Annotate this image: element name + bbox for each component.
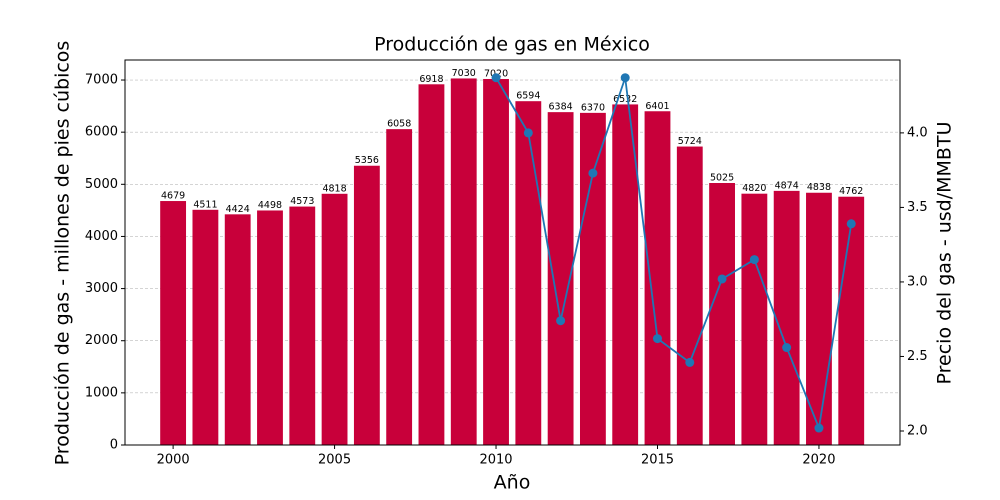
bar-value-label: 6532	[613, 94, 637, 105]
bar	[418, 84, 445, 446]
bar	[192, 209, 219, 445]
bar	[612, 104, 639, 445]
bar	[483, 78, 509, 445]
bar-value-label: 7030	[452, 68, 476, 79]
price-marker	[717, 274, 727, 284]
bar-value-label: 4498	[258, 200, 282, 211]
price-marker	[491, 73, 501, 83]
y2-tick-label: 2.0	[907, 423, 928, 438]
bar	[676, 146, 703, 445]
bar	[644, 111, 671, 445]
bar	[741, 193, 768, 445]
bar-value-label: 4762	[839, 186, 863, 197]
price-marker	[588, 168, 598, 178]
plot-frame	[124, 59, 901, 446]
price-marker	[523, 128, 533, 138]
chart-title: Producción de gas en México	[374, 34, 650, 56]
y-tick-label: 3000	[85, 281, 118, 296]
bar	[709, 182, 735, 446]
price-line	[495, 77, 853, 432]
x-axis-label: Año	[494, 472, 531, 494]
bar-value-label: 4511	[193, 199, 217, 210]
y-tick-label: 2000	[85, 333, 118, 348]
bar-value-label: 4573	[290, 196, 314, 207]
bar	[579, 112, 606, 445]
price-marker	[620, 73, 630, 83]
bar-value-label: 4818	[322, 183, 346, 194]
y2-tick-label: 2.5	[907, 349, 928, 364]
y2-tick-label: 4.0	[907, 125, 928, 140]
price-marker	[652, 334, 662, 344]
bar-value-label: 5025	[710, 172, 734, 183]
bar-value-label: 6058	[387, 119, 411, 130]
y-tick-label: 4000	[85, 229, 118, 244]
y2-axis-label: Precio del gas - usd/MMBTU	[934, 122, 956, 385]
y-axis-label: Producción de gas - millones de pies cúb…	[52, 41, 74, 466]
bar-value-label: 5356	[355, 155, 379, 166]
bar-value-label: 4679	[161, 191, 185, 202]
x-tick-label: 2020	[802, 453, 835, 468]
y-tick-label: 1000	[85, 385, 118, 400]
x-tick-label: 2010	[479, 453, 512, 468]
bar	[806, 192, 832, 445]
price-marker	[814, 423, 824, 433]
price-marker	[749, 255, 759, 265]
bar-value-label: 4874	[775, 180, 799, 191]
bar	[838, 196, 865, 445]
bar	[450, 78, 477, 446]
x-tick-label: 2015	[641, 453, 674, 468]
bar-value-label: 6384	[549, 102, 573, 113]
bar-value-label: 4838	[807, 182, 831, 193]
y-tick-label: 5000	[85, 177, 118, 192]
bar	[257, 210, 283, 445]
bar-value-label: 4820	[742, 183, 766, 194]
bar-value-label: 6918	[419, 74, 443, 85]
bar-value-label: 6370	[581, 102, 605, 113]
x-tick-label: 2005	[318, 453, 351, 468]
y-tick-label: 0	[110, 438, 118, 453]
y2-tick-label: 3.0	[907, 274, 928, 289]
price-marker	[685, 357, 695, 367]
bar-value-label: 5724	[678, 136, 702, 147]
bar	[386, 129, 413, 445]
x-tick-label: 2000	[157, 453, 190, 468]
bar	[160, 201, 187, 445]
price-marker	[782, 343, 792, 353]
bar	[353, 165, 380, 445]
y-tick-label: 7000	[85, 73, 118, 88]
bar	[515, 101, 542, 445]
bar	[773, 190, 800, 445]
price-marker	[846, 219, 856, 229]
y-tick-label: 6000	[85, 125, 118, 140]
bar-value-label: 6594	[516, 91, 540, 102]
bar-value-label: 6401	[645, 101, 669, 112]
bar	[224, 214, 251, 445]
bar	[289, 206, 316, 445]
bar-value-label: 4424	[226, 204, 250, 215]
price-marker	[556, 316, 566, 326]
bar	[321, 193, 348, 445]
y2-tick-label: 3.5	[907, 200, 928, 215]
